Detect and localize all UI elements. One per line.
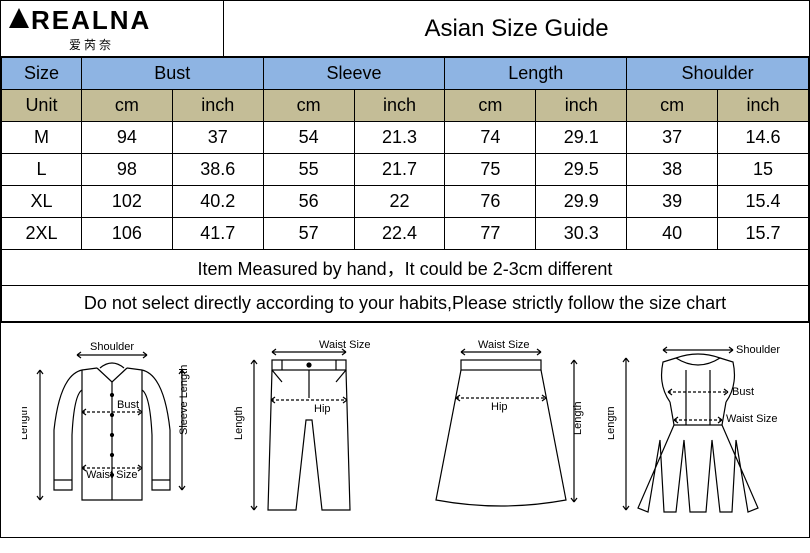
row-l: L 98 38.6 55 21.7 75 29.5 38 15 — [2, 154, 809, 186]
cell: 15.4 — [718, 186, 809, 218]
size-table: Size Bust Sleeve Length Shoulder Unit cm… — [1, 57, 809, 322]
note1: Item Measured by hand，It could be 2-3cm … — [2, 250, 809, 286]
cell: 106 — [81, 218, 172, 250]
header-row: REALNA 爱芮奈 Asian Size Guide — [1, 1, 809, 57]
cell: 15 — [718, 154, 809, 186]
lbl-length: Length — [608, 406, 617, 440]
cell-size: M — [2, 122, 82, 154]
size-chart-container: REALNA 爱芮奈 Asian Size Guide Size Bust Sl… — [0, 0, 810, 538]
lbl-length: Length — [572, 401, 584, 435]
lbl-bust: Bust — [732, 386, 754, 398]
sub-inch: inch — [172, 90, 263, 122]
lbl-shoulder: Shoulder — [90, 341, 134, 353]
logo-a-icon — [9, 8, 29, 28]
lbl-waist: Waist Size — [726, 413, 778, 425]
lbl-shoulder: Shoulder — [736, 344, 780, 356]
page-title: Asian Size Guide — [224, 1, 809, 56]
col-length: Length — [445, 58, 627, 90]
measurement-diagrams: Shoulder Bust Waist Size Length Sleeve L… — [1, 322, 809, 537]
cell: 40 — [627, 218, 718, 250]
row-m: M 94 37 54 21.3 74 29.1 37 14.6 — [2, 122, 809, 154]
cell: 57 — [263, 218, 354, 250]
sub-cm: cm — [81, 90, 172, 122]
cell: 22 — [354, 186, 445, 218]
cell: 29.9 — [536, 186, 627, 218]
shirt-diagram-icon: Shoulder Bust Waist Size Length Sleeve L… — [22, 340, 202, 525]
note2: Do not select directly according to your… — [2, 286, 809, 322]
col-unit: Unit — [2, 90, 82, 122]
lbl-hip: Hip — [314, 403, 331, 415]
lbl-waist: Waist Size — [478, 340, 530, 351]
cell: 37 — [627, 122, 718, 154]
cell: 30.3 — [536, 218, 627, 250]
cell: 56 — [263, 186, 354, 218]
header-row-1: Size Bust Sleeve Length Shoulder — [2, 58, 809, 90]
cell: 41.7 — [172, 218, 263, 250]
sub-cm: cm — [445, 90, 536, 122]
sub-cm: cm — [627, 90, 718, 122]
lbl-length: Length — [22, 406, 30, 440]
lbl-waist: Waist Size — [86, 469, 138, 481]
cell: 40.2 — [172, 186, 263, 218]
cell: 39 — [627, 186, 718, 218]
cell: 21.3 — [354, 122, 445, 154]
note-row-1: Item Measured by hand，It could be 2-3cm … — [2, 250, 809, 286]
cell: 22.4 — [354, 218, 445, 250]
cell: 14.6 — [718, 122, 809, 154]
pants-diagram-icon: Waist Size Hip Length — [224, 340, 384, 525]
sub-inch: inch — [536, 90, 627, 122]
header-row-2: Unit cm inch cm inch cm inch cm inch — [2, 90, 809, 122]
lbl-bust: Bust — [117, 399, 139, 411]
sub-cm: cm — [263, 90, 354, 122]
cell: 98 — [81, 154, 172, 186]
col-size: Size — [2, 58, 82, 90]
sub-inch: inch — [354, 90, 445, 122]
cell: 76 — [445, 186, 536, 218]
cell: 29.1 — [536, 122, 627, 154]
cell-size: 2XL — [2, 218, 82, 250]
cell: 37 — [172, 122, 263, 154]
cell: 21.7 — [354, 154, 445, 186]
note-row-2: Do not select directly according to your… — [2, 286, 809, 322]
cell: 15.7 — [718, 218, 809, 250]
col-bust: Bust — [81, 58, 263, 90]
cell: 38.6 — [172, 154, 263, 186]
lbl-waist: Waist Size — [319, 340, 371, 351]
lbl-sleeve: Sleeve Length — [178, 365, 190, 435]
skirt-diagram-icon: Waist Size Hip Length — [406, 340, 586, 525]
brand-text: REALNA — [31, 5, 151, 36]
col-sleeve: Sleeve — [263, 58, 445, 90]
cell: 38 — [627, 154, 718, 186]
cell: 74 — [445, 122, 536, 154]
dress-diagram-icon: Shoulder Bust Waist Size Length — [608, 340, 788, 525]
col-shoulder: Shoulder — [627, 58, 809, 90]
sub-inch: inch — [718, 90, 809, 122]
cell: 75 — [445, 154, 536, 186]
cell: 29.5 — [536, 154, 627, 186]
cell: 102 — [81, 186, 172, 218]
lbl-hip: Hip — [491, 401, 508, 413]
row-2xl: 2XL 106 41.7 57 22.4 77 30.3 40 15.7 — [2, 218, 809, 250]
brand-logo: REALNA 爱芮奈 — [1, 1, 224, 56]
cell: 55 — [263, 154, 354, 186]
cell: 77 — [445, 218, 536, 250]
row-xl: XL 102 40.2 56 22 76 29.9 39 15.4 — [2, 186, 809, 218]
lbl-length: Length — [233, 406, 245, 440]
cell: 54 — [263, 122, 354, 154]
brand-sub: 爱芮奈 — [9, 36, 114, 53]
cell-size: XL — [2, 186, 82, 218]
brand-name: REALNA — [9, 5, 151, 36]
cell-size: L — [2, 154, 82, 186]
cell: 94 — [81, 122, 172, 154]
